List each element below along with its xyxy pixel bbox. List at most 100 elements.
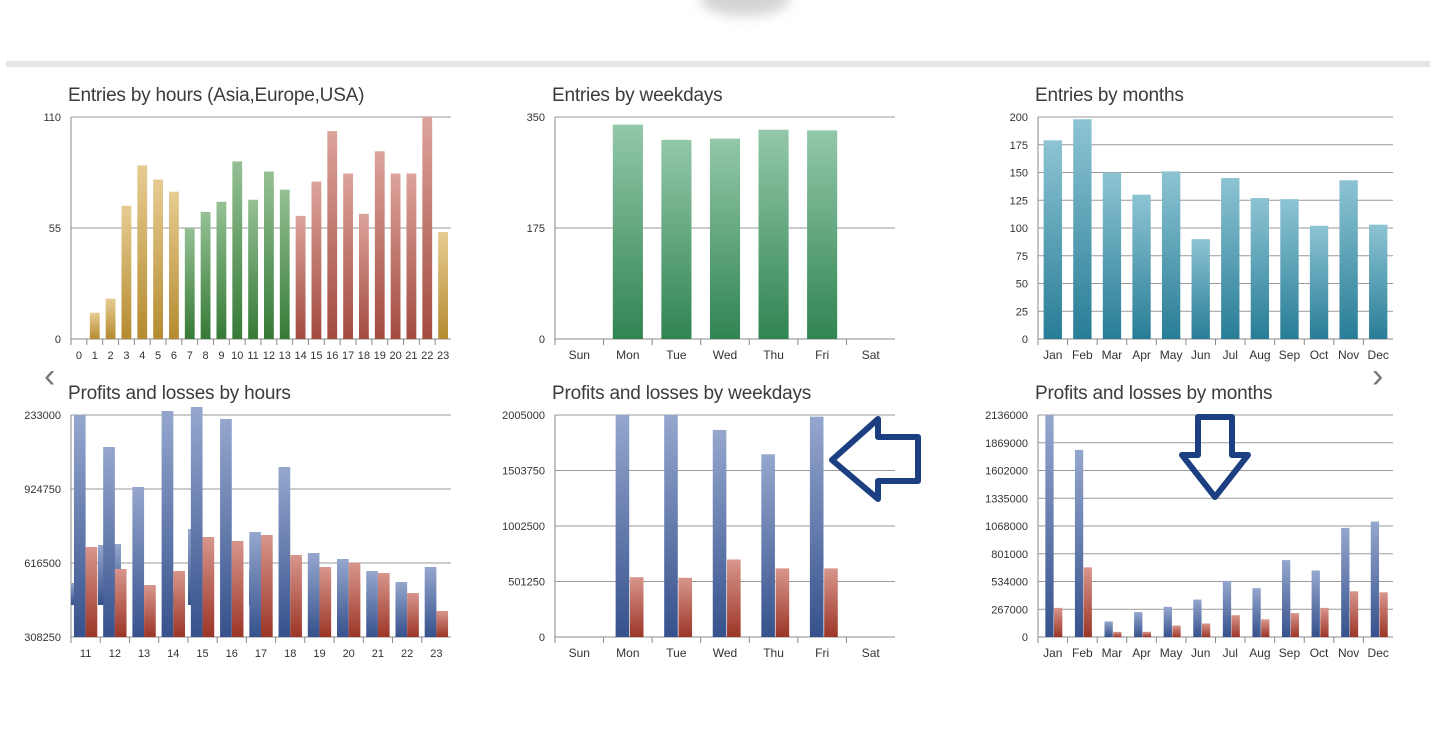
- bar: [1290, 613, 1299, 637]
- x-tick-label: Dec: [1368, 646, 1389, 660]
- bar: [1231, 615, 1240, 637]
- bar: [98, 545, 106, 605]
- x-tick-label: 23: [430, 648, 442, 660]
- y-tick-label: 100: [1010, 223, 1028, 235]
- bar: [406, 173, 417, 339]
- bar: [278, 467, 291, 637]
- bar: [1074, 449, 1084, 637]
- x-tick-label: Wed: [713, 646, 737, 660]
- bar: [1221, 178, 1240, 339]
- bar: [1280, 199, 1299, 339]
- bar: [407, 593, 419, 637]
- y-tick-label: 616500: [24, 558, 61, 570]
- bar: [809, 416, 824, 637]
- x-tick-label: Sep: [1279, 348, 1301, 362]
- bar: [144, 585, 156, 637]
- x-tick-label: 15: [196, 648, 208, 660]
- bar: [261, 535, 273, 637]
- x-tick-label: Wed: [713, 348, 737, 362]
- bar: [1261, 619, 1270, 637]
- bar: [678, 577, 693, 637]
- bar: [758, 129, 789, 339]
- x-tick-label: Oct: [1310, 348, 1329, 362]
- y-tick-label: 924750: [24, 484, 61, 496]
- y-tick-label: 801000: [991, 549, 1028, 561]
- bar: [1282, 560, 1291, 637]
- bar: [761, 454, 775, 637]
- y-tick-label: 308250: [24, 632, 61, 644]
- x-tick-label: 4: [139, 350, 145, 362]
- x-tick-label: Tue: [666, 348, 687, 362]
- x-tick-label: Mar: [1102, 348, 1123, 362]
- bar: [105, 298, 116, 339]
- bar: [422, 117, 433, 339]
- y-tick-label: 0: [1022, 334, 1028, 346]
- x-tick-label: 20: [343, 648, 355, 660]
- x-tick-label: 21: [405, 350, 417, 362]
- x-tick-label: 16: [226, 648, 238, 660]
- bar: [1379, 592, 1388, 637]
- bar: [132, 487, 145, 637]
- chart-profits-losses-by-weekdays: 0 501250 1002500 1503750 2005000 Sun Mon Tue Wed…: [490, 371, 960, 671]
- y-tick-label: 175: [1010, 140, 1028, 152]
- bar: [712, 429, 727, 637]
- bar: [295, 215, 306, 339]
- x-tick-label: 16: [326, 350, 338, 362]
- x-tick-label: Mar: [1102, 646, 1123, 660]
- bar: [1339, 180, 1358, 339]
- chart-profits-losses-by-hours: 308250 616500 924750 233000 11 12 13 14 15 16 17 18…: [6, 371, 476, 671]
- y-tick-label: 0: [55, 334, 61, 346]
- bar: [612, 124, 643, 340]
- chart-title: Profits and losses by months: [1035, 383, 1273, 404]
- bar: [377, 573, 390, 637]
- y-tick-label: 175: [527, 223, 545, 235]
- x-tick-label: 14: [294, 350, 306, 362]
- x-tick-label: 22: [401, 648, 413, 660]
- x-tick-label: 12: [109, 648, 121, 660]
- bar: [337, 559, 349, 637]
- x-tick-label: Jul: [1223, 348, 1238, 362]
- y-tick-label: 233000: [24, 410, 61, 422]
- x-tick-label: 7: [187, 350, 193, 362]
- x-tick-label: 17: [342, 350, 354, 362]
- x-tick-label: 5: [155, 350, 161, 362]
- bar: [343, 173, 353, 339]
- x-tick-label: Thu: [763, 348, 784, 362]
- x-tick-label: Sep: [1279, 646, 1301, 660]
- bar: [824, 568, 838, 637]
- bar: [1132, 194, 1151, 339]
- bar: [264, 171, 274, 339]
- bar: [1172, 625, 1181, 637]
- chart-plot: 308250 616500 924750 233000 11 12 13 14 15 16 17 18…: [24, 407, 451, 660]
- x-tick-label: Fri: [815, 348, 829, 362]
- chart-plot: 0 267000 534000 801000 1068000 1335000 1602000…: [985, 410, 1393, 660]
- x-tick-label: 12: [263, 350, 275, 362]
- x-tick-label: Oct: [1310, 646, 1329, 660]
- y-tick-label: 350: [527, 112, 545, 124]
- x-tick-label: 18: [284, 648, 296, 660]
- chart-entries-by-months: 0 25 50 75 100 125 150 175 200 Jan Feb Mar Apr May Jun…: [973, 73, 1443, 373]
- charts-panel: 0 55 110 0 1 2 3 4 5 6 7 8 9 10 11 12 13 14 15 16 17 18 19 20 21…: [6, 61, 1430, 693]
- bar: [121, 205, 132, 339]
- x-tick-label: 19: [313, 648, 325, 660]
- bar: [1073, 119, 1092, 339]
- bar: [1043, 140, 1062, 339]
- bar: [395, 582, 408, 637]
- bar: [290, 555, 302, 637]
- bar: [231, 541, 244, 637]
- bar: [629, 577, 644, 637]
- x-tick-label: Mon: [616, 348, 639, 362]
- bar: [1104, 621, 1113, 637]
- x-tick-label: 13: [138, 648, 150, 660]
- y-tick-label: 0: [1022, 632, 1028, 644]
- y-tick-label: 1002500: [502, 521, 545, 533]
- y-tick-label: 1869000: [985, 438, 1028, 450]
- bar: [1054, 607, 1063, 637]
- x-tick-label: Sat: [862, 646, 881, 660]
- y-tick-label: 0: [539, 334, 545, 346]
- x-tick-label: May: [1160, 348, 1183, 362]
- x-tick-label: Apr: [1132, 646, 1151, 660]
- next-arrow-icon[interactable]: ›: [1372, 357, 1384, 395]
- previous-arrow-icon[interactable]: ‹: [44, 357, 56, 395]
- bar: [137, 165, 148, 339]
